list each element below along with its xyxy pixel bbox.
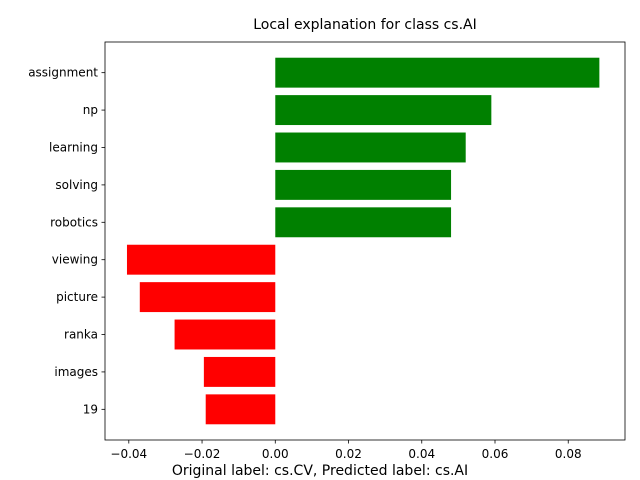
y-tick-label: viewing: [52, 253, 98, 267]
y-tick-label: solving: [55, 178, 98, 192]
x-tick-label: 0.02: [335, 447, 362, 461]
plot-frame: [104, 41, 626, 441]
bar-np: [275, 95, 492, 126]
y-tick-label: learning: [49, 140, 98, 154]
x-tick-label: 0.00: [262, 447, 289, 461]
x-tick-label: 0.06: [482, 447, 509, 461]
bar-learning: [275, 132, 466, 163]
y-tick-label: np: [83, 103, 98, 117]
y-tick-label: robotics: [50, 215, 98, 229]
x-tick-label: 0.08: [555, 447, 582, 461]
bar-images: [203, 356, 276, 387]
y-tick-label: 19: [83, 402, 98, 416]
bar-ranka: [174, 319, 276, 350]
bar-19: [205, 394, 276, 425]
bar-picture: [139, 282, 276, 313]
x-tick-label: −0.04: [110, 447, 147, 461]
x-tick-label: −0.02: [184, 447, 221, 461]
y-tick-label: images: [54, 365, 98, 379]
x-tick-label: 0.04: [408, 447, 435, 461]
chart-caption: Original label: cs.CV, Predicted label: …: [172, 463, 468, 479]
y-tick-label: assignment: [28, 66, 98, 80]
chart-title: Local explanation for class cs.AI: [253, 17, 477, 33]
bar-solving: [275, 169, 452, 200]
y-tick-label: picture: [56, 290, 98, 304]
bar-assignment: [275, 57, 600, 88]
y-tick-label: ranka: [64, 328, 98, 342]
bar-viewing: [126, 244, 276, 275]
bar-robotics: [275, 207, 452, 238]
